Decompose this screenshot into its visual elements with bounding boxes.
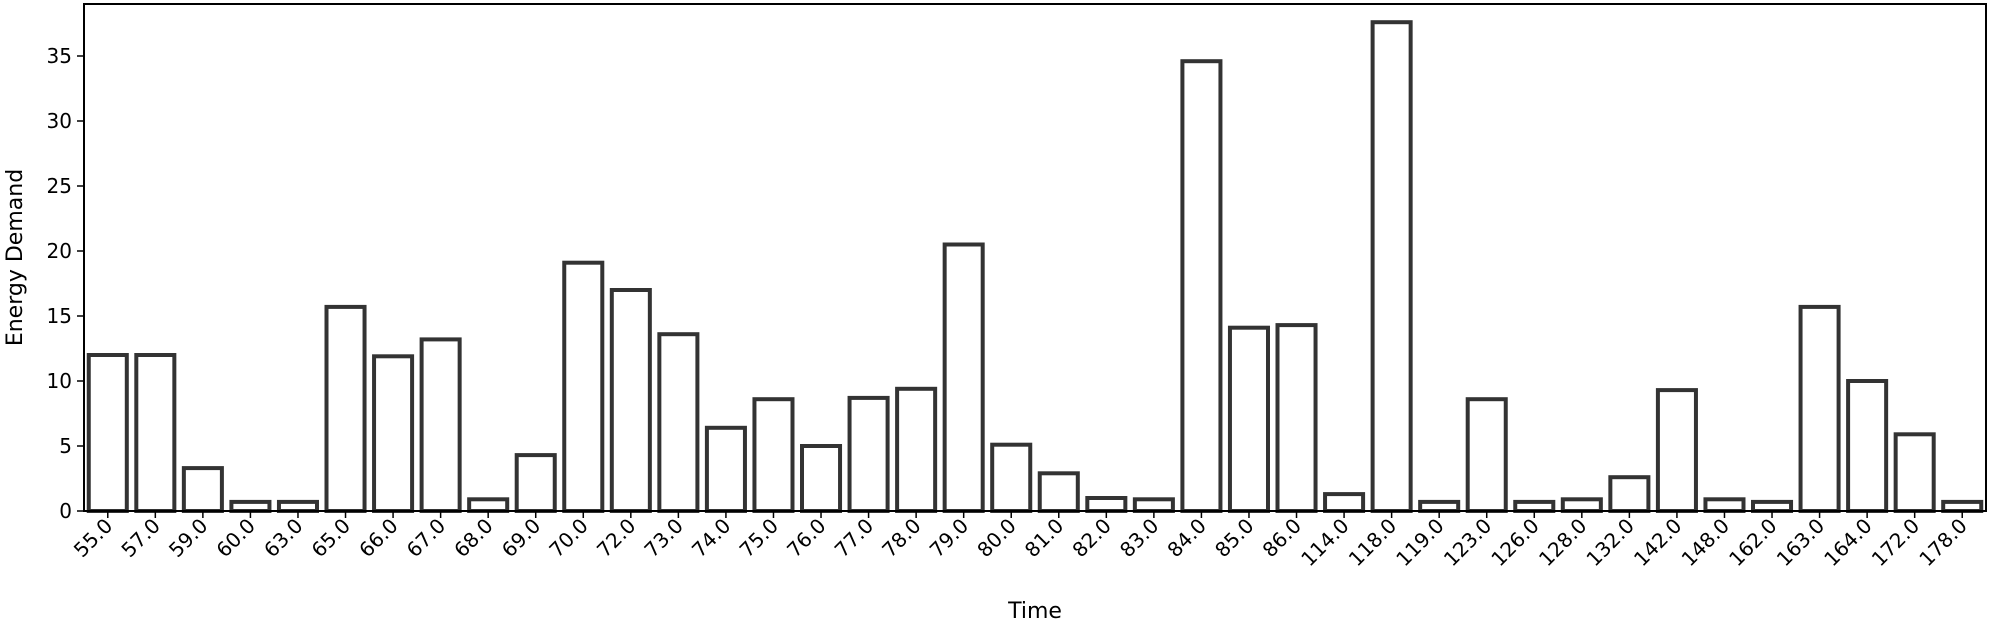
bar-69.0 [514, 453, 557, 514]
x-tick-label: 164.0 [1819, 514, 1876, 571]
bar-66.0 [372, 354, 415, 513]
y-tick-label: 0 [59, 499, 72, 523]
x-tick-label: 80.0 [972, 514, 1020, 562]
y-tick-label: 15 [47, 304, 72, 328]
x-tick-label: 83.0 [1115, 514, 1163, 562]
bar-70.0 [562, 260, 605, 514]
bars [86, 20, 1984, 514]
bar-162.0 [1751, 499, 1794, 513]
bar-178.0 [1941, 499, 1984, 513]
bar-85.0 [1227, 325, 1270, 514]
bar-119.0 [1418, 499, 1461, 513]
x-tick-label: 128.0 [1534, 514, 1591, 571]
x-tick-label: 63.0 [259, 514, 307, 562]
x-tick-label: 57.0 [116, 514, 164, 562]
x-tick-label: 68.0 [449, 514, 497, 562]
x-tick-label: 119.0 [1391, 514, 1448, 571]
bar-60.0 [229, 499, 272, 513]
bar-84.0 [1180, 59, 1223, 513]
bar-67.0 [419, 337, 462, 513]
x-tick-label: 60.0 [212, 514, 260, 562]
y-tick-label: 25 [47, 174, 72, 198]
bar-80.0 [990, 442, 1033, 514]
bar-83.0 [1132, 497, 1175, 513]
bar-79.0 [942, 242, 985, 513]
x-tick-label: 74.0 [687, 514, 735, 562]
x-tick-label: 76.0 [782, 514, 830, 562]
x-tick-label: 148.0 [1677, 514, 1734, 571]
bar-74.0 [704, 425, 747, 513]
y-tick-label: 30 [47, 109, 72, 133]
x-tick-label: 72.0 [592, 514, 640, 562]
bar-164.0 [1846, 379, 1889, 513]
y-axis-label: Energy Demand [3, 169, 28, 346]
y-tick-label: 5 [59, 434, 72, 458]
x-tick-label: 85.0 [1210, 514, 1258, 562]
bar-86.0 [1275, 323, 1318, 513]
x-axis-label: Time [1007, 599, 1062, 624]
x-tick-label: 65.0 [307, 514, 355, 562]
x-tick-label: 79.0 [925, 514, 973, 562]
y-tick-label: 20 [47, 239, 72, 263]
bar-142.0 [1655, 388, 1698, 514]
x-tick-label: 75.0 [735, 514, 783, 562]
x-tick-label: 81.0 [1020, 514, 1068, 562]
x-tick-label: 78.0 [877, 514, 925, 562]
bar-75.0 [752, 397, 795, 514]
x-axis-ticks: 55.0 57.0 59.0 60.0 63.0 65.0 66.0 67.0 68.0 69.0… [69, 511, 1972, 571]
x-tick-label: 172.0 [1867, 514, 1924, 571]
x-tick-label: 118.0 [1344, 514, 1401, 571]
bar-81.0 [1037, 471, 1080, 513]
x-tick-label: 67.0 [402, 514, 450, 562]
bar-163.0 [1798, 304, 1841, 513]
x-tick-label: 59.0 [164, 514, 212, 562]
bar-123.0 [1465, 397, 1508, 514]
y-tick-label: 10 [47, 369, 72, 393]
bar-76.0 [800, 444, 843, 513]
bar-114.0 [1323, 492, 1366, 514]
x-tick-label: 163.0 [1772, 514, 1829, 571]
x-tick-label: 82.0 [1067, 514, 1115, 562]
plot-frame [83, 3, 1987, 512]
bar-72.0 [609, 288, 652, 513]
bar-118.0 [1370, 20, 1413, 513]
x-tick-label: 114.0 [1296, 514, 1353, 571]
bar-172.0 [1893, 432, 1936, 513]
x-tick-label: 132.0 [1581, 514, 1638, 571]
x-tick-label: 123.0 [1439, 514, 1496, 571]
bar-65.0 [324, 304, 367, 513]
y-axis-ticks: 0 5 10 15 20 25 30 35 [47, 44, 84, 523]
x-tick-label: 70.0 [544, 514, 592, 562]
bar-63.0 [276, 499, 319, 513]
x-tick-label: 69.0 [497, 514, 545, 562]
y-tick-label: 35 [47, 44, 72, 68]
bar-57.0 [134, 353, 177, 513]
bar-73.0 [657, 332, 700, 514]
x-tick-label: 142.0 [1629, 514, 1686, 571]
bar-126.0 [1513, 499, 1556, 513]
bar-132.0 [1608, 475, 1651, 514]
x-tick-label: 178.0 [1914, 514, 1971, 571]
bar-55.0 [86, 353, 129, 513]
bar-148.0 [1703, 497, 1746, 513]
x-tick-label: 73.0 [639, 514, 687, 562]
x-tick-label: 55.0 [69, 514, 117, 562]
bar-59.0 [181, 466, 224, 514]
x-tick-label: 162.0 [1724, 514, 1781, 571]
x-tick-label: 66.0 [354, 514, 402, 562]
x-tick-label: 84.0 [1163, 514, 1211, 562]
bar-68.0 [467, 497, 510, 513]
bar-78.0 [895, 386, 938, 513]
x-tick-label: 77.0 [830, 514, 878, 562]
x-tick-label: 126.0 [1486, 514, 1543, 571]
bar-128.0 [1560, 497, 1603, 513]
bar-82.0 [1085, 496, 1128, 513]
bar-77.0 [847, 395, 890, 513]
